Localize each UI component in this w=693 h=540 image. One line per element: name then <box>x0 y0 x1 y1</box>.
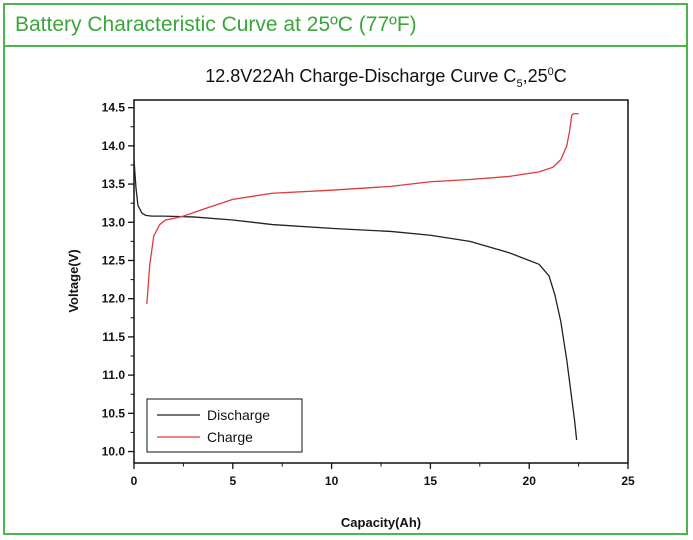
y-tick-label: 12.0 <box>102 292 126 306</box>
chart-frame: Battery Characteristic Curve at 25ºC (77… <box>3 3 688 535</box>
y-tick-label: 13.0 <box>102 215 126 229</box>
chart-title: 12.8V22Ah Charge-Discharge Curve C5,250C <box>205 66 566 90</box>
y-tick-label: 11.0 <box>102 368 125 382</box>
x-axis-label: Capacity(Ah) <box>341 515 421 530</box>
series-group <box>133 113 579 441</box>
y-axis-label: Voltage(V) <box>66 249 81 312</box>
y-tick-label: 13.5 <box>102 177 126 191</box>
x-tick-label: 0 <box>131 474 138 488</box>
y-tick-label: 10.0 <box>102 445 126 459</box>
x-tick-label: 25 <box>621 474 635 488</box>
legend: Discharge Charge <box>146 398 303 453</box>
legend-box <box>146 398 303 453</box>
x-tick-label: 20 <box>523 474 537 488</box>
y-tick-label: 14.5 <box>102 101 126 115</box>
x-tick-label: 15 <box>424 474 438 488</box>
legend-label-discharge: Discharge <box>207 407 270 423</box>
y-tick-label: 14.0 <box>102 139 126 153</box>
y-tick-label: 10.5 <box>102 406 126 420</box>
y-tick-label: 12.5 <box>102 253 126 267</box>
x-tick-label: 10 <box>325 474 339 488</box>
series-line-discharge <box>133 159 578 441</box>
header-title: Battery Characteristic Curve at 25ºC (77… <box>15 13 417 36</box>
axis-ticks: 0 5 10 15 20 25 10.0 10.5 11.0 11.5 12.0 12.5 13.0 13… <box>102 101 635 488</box>
header-bar: Battery Characteristic Curve at 25ºC (77… <box>5 5 686 47</box>
series-line-charge <box>146 113 579 305</box>
y-tick-label: 11.5 <box>102 330 125 344</box>
legend-label-charge: Charge <box>207 429 253 445</box>
x-tick-label: 5 <box>229 474 236 488</box>
